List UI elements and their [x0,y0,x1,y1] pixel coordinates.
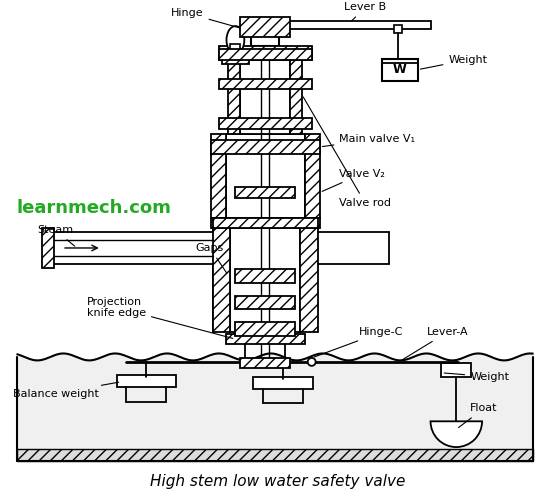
Text: Gaps: Gaps [196,243,227,273]
Bar [240,60,290,134]
Text: Float: Float [459,404,498,427]
Text: High stem low water safety valve: High stem low water safety valve [150,474,406,489]
Bar [253,377,312,389]
Bar [226,334,305,344]
Bar [221,54,249,64]
Text: Valve rod: Valve rod [303,97,391,208]
Bar [211,218,320,228]
Bar [117,375,176,387]
Text: Weight: Weight [420,55,488,69]
Bar [211,140,320,154]
Bar [230,218,300,332]
Text: Valve V₂: Valve V₂ [322,168,385,191]
Bar [211,134,226,218]
Bar [212,218,230,332]
Text: learnmech.com: learnmech.com [17,199,171,217]
Bar [240,358,290,368]
Bar [240,17,290,37]
Text: Lever-A: Lever-A [401,327,468,360]
Text: Weight: Weight [444,372,509,382]
Bar [212,218,317,228]
Bar [235,269,295,283]
Bar [219,46,312,60]
Circle shape [307,358,316,366]
Bar [382,59,418,81]
Text: Lever B: Lever B [344,2,386,21]
Bar [235,186,295,198]
Text: W: W [393,63,406,76]
Bar [394,25,402,33]
Bar [17,449,533,461]
Bar [235,296,295,310]
Text: Projection
knife edge: Projection knife edge [87,297,233,338]
Text: Main valve V₁: Main valve V₁ [322,134,415,147]
Text: Steam: Steam [37,225,75,246]
Bar [290,60,302,134]
Text: Balance weight: Balance weight [13,382,119,399]
Bar [226,134,305,218]
Bar [219,49,312,60]
Bar [300,218,317,332]
Text: Hinge-C: Hinge-C [314,327,404,357]
Bar [229,60,240,134]
Bar [441,363,471,377]
Bar [305,134,320,218]
Bar [230,44,240,54]
Bar [219,118,312,129]
Text: Hinge: Hinge [171,8,237,27]
Polygon shape [17,353,533,461]
Bar [261,21,430,29]
Wedge shape [430,421,482,447]
Bar [42,228,54,268]
Ellipse shape [226,26,244,54]
Bar [235,322,295,336]
Bar [251,25,279,46]
Bar [219,79,312,89]
